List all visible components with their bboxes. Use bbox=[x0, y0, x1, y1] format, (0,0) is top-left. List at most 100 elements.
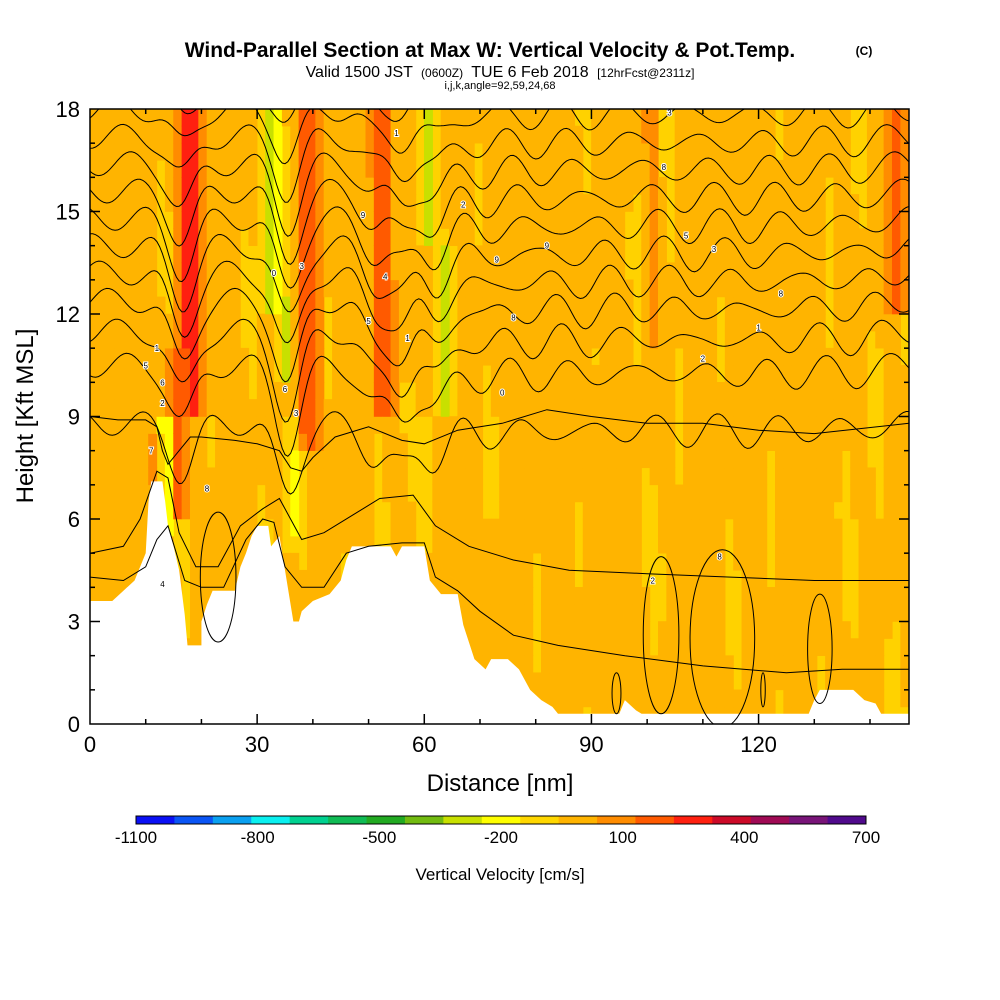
velocity-cell bbox=[215, 194, 225, 212]
velocity-cell bbox=[189, 142, 199, 161]
velocity-cell bbox=[198, 382, 208, 400]
velocity-cell bbox=[683, 142, 693, 161]
velocity-cell bbox=[632, 587, 642, 605]
velocity-cell bbox=[549, 604, 559, 622]
velocity-cell bbox=[507, 330, 517, 349]
velocity-cell bbox=[357, 211, 367, 229]
velocity-cell bbox=[883, 535, 893, 554]
velocity-cell bbox=[716, 211, 726, 229]
velocity-cell bbox=[866, 552, 876, 571]
velocity-cell bbox=[708, 655, 718, 674]
velocity-cell bbox=[123, 330, 133, 349]
velocity-cell bbox=[833, 433, 843, 451]
velocity-cell bbox=[724, 177, 734, 195]
velocity-cell bbox=[148, 109, 158, 127]
velocity-cell bbox=[340, 535, 350, 554]
velocity-cell bbox=[616, 655, 626, 674]
velocity-cell bbox=[758, 587, 768, 605]
velocity-cell bbox=[632, 364, 642, 383]
velocity-cell bbox=[106, 109, 116, 127]
velocity-cell bbox=[733, 433, 743, 451]
velocity-cell bbox=[273, 262, 283, 281]
velocity-cell bbox=[808, 347, 818, 366]
velocity-cell bbox=[423, 262, 433, 281]
velocity-cell bbox=[774, 194, 784, 212]
velocity-cell bbox=[566, 604, 576, 622]
velocity-cell bbox=[465, 501, 475, 520]
velocity-cell bbox=[382, 330, 392, 349]
velocity-cell bbox=[524, 125, 534, 144]
velocity-cell bbox=[666, 621, 676, 639]
velocity-cell bbox=[449, 501, 459, 520]
velocity-cell bbox=[148, 177, 158, 195]
isentrope-line bbox=[90, 518, 909, 674]
velocity-cell bbox=[758, 211, 768, 229]
velocity-cell bbox=[423, 142, 433, 161]
velocity-cell bbox=[273, 416, 283, 434]
velocity-cell bbox=[766, 211, 776, 229]
contour-label: 1 bbox=[394, 129, 399, 138]
velocity-cell bbox=[198, 194, 208, 212]
velocity-cell bbox=[98, 450, 108, 469]
velocity-cell bbox=[841, 279, 851, 298]
velocity-cell bbox=[390, 296, 400, 315]
velocity-cell bbox=[599, 364, 609, 383]
velocity-cell bbox=[507, 467, 517, 486]
velocity-cell bbox=[758, 535, 768, 554]
velocity-cell bbox=[240, 501, 250, 520]
velocity-cell bbox=[749, 177, 759, 195]
velocity-cell bbox=[365, 416, 375, 434]
velocity-cell bbox=[674, 655, 684, 674]
velocity-cell bbox=[691, 330, 701, 349]
velocity-cell bbox=[758, 364, 768, 383]
velocity-cell bbox=[883, 416, 893, 434]
velocity-cell bbox=[866, 159, 876, 178]
velocity-cell bbox=[240, 159, 250, 178]
velocity-cell bbox=[131, 518, 141, 537]
velocity-cell bbox=[800, 194, 810, 212]
velocity-cell bbox=[357, 535, 367, 554]
velocity-cell bbox=[741, 467, 751, 486]
velocity-cell bbox=[340, 416, 350, 434]
velocity-cell bbox=[900, 587, 909, 605]
velocity-cell bbox=[206, 313, 216, 332]
velocity-cell bbox=[632, 433, 642, 451]
velocity-cell bbox=[833, 655, 843, 674]
velocity-cell bbox=[449, 416, 459, 434]
velocity-cell bbox=[240, 142, 250, 161]
velocity-cell bbox=[281, 552, 291, 571]
velocity-cell bbox=[273, 211, 283, 229]
velocity-cell bbox=[891, 109, 901, 127]
velocity-cell bbox=[114, 433, 124, 451]
velocity-cell bbox=[515, 194, 525, 212]
velocity-cell bbox=[507, 569, 517, 588]
velocity-cell bbox=[139, 296, 149, 315]
velocity-cell bbox=[833, 211, 843, 229]
velocity-cell bbox=[557, 262, 567, 281]
velocity-cell bbox=[616, 347, 626, 366]
velocity-cell bbox=[774, 552, 784, 571]
velocity-cell bbox=[783, 399, 793, 417]
velocity-cell bbox=[574, 347, 584, 366]
velocity-cell bbox=[407, 347, 417, 366]
velocity-cell bbox=[800, 279, 810, 298]
velocity-cell bbox=[440, 450, 450, 469]
velocity-cell bbox=[223, 159, 233, 178]
velocity-cell bbox=[674, 552, 684, 571]
velocity-cell bbox=[315, 552, 325, 571]
velocity-cell bbox=[507, 552, 517, 571]
velocity-cell bbox=[265, 364, 275, 383]
velocity-cell bbox=[482, 330, 492, 349]
velocity-cell bbox=[733, 296, 743, 315]
velocity-cell bbox=[900, 228, 909, 246]
velocity-cell bbox=[524, 518, 534, 537]
colorbar-swatch bbox=[597, 816, 636, 824]
velocity-cell bbox=[774, 262, 784, 281]
velocity-cell bbox=[800, 501, 810, 520]
velocity-cell bbox=[657, 330, 667, 349]
velocity-cell bbox=[131, 416, 141, 434]
velocity-cell bbox=[741, 245, 751, 264]
velocity-cell bbox=[666, 364, 676, 383]
velocity-cell bbox=[540, 450, 550, 469]
